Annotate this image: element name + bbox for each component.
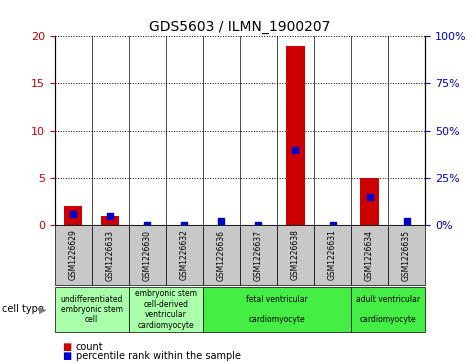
Text: GSM1226637: GSM1226637 [254,229,263,281]
Bar [166,225,203,285]
Text: GSM1226634: GSM1226634 [365,229,374,281]
Text: GSM1226632: GSM1226632 [180,229,189,281]
Point [403,219,410,224]
Text: ▶: ▶ [39,305,47,314]
Bar [101,216,120,225]
Bar [286,46,305,225]
Bar [129,287,203,332]
Bar [55,225,92,285]
Point [69,211,77,217]
Bar [64,206,83,225]
Bar [203,287,351,332]
Text: GSM1226631: GSM1226631 [328,229,337,281]
Text: fetal ventricular

cardiomyocyte: fetal ventricular cardiomyocyte [246,294,308,325]
Text: undifferentiated
embryonic stem
cell: undifferentiated embryonic stem cell [60,294,123,325]
Text: ■: ■ [62,351,71,362]
Text: ■: ■ [62,342,71,352]
Bar [240,225,277,285]
Bar [351,225,388,285]
Point [329,222,336,228]
Text: GSM1226635: GSM1226635 [402,229,411,281]
Bar [277,225,314,285]
Point [218,219,225,224]
Text: embryonic stem
cell-derived
ventricular
cardiomyocyte: embryonic stem cell-derived ventricular … [135,289,197,330]
Point [143,222,151,228]
Text: GSM1226638: GSM1226638 [291,229,300,281]
Title: GDS5603 / ILMN_1900207: GDS5603 / ILMN_1900207 [149,20,331,34]
Point [255,222,262,228]
Text: count: count [76,342,104,352]
Point [106,213,114,219]
Bar [55,287,129,332]
Point [180,222,188,228]
Bar [351,287,425,332]
Bar [129,225,166,285]
Bar [92,225,129,285]
Text: GSM1226633: GSM1226633 [106,229,114,281]
Bar [203,225,240,285]
Text: GSM1226630: GSM1226630 [143,229,152,281]
Text: percentile rank within the sample: percentile rank within the sample [76,351,241,362]
Text: cell type: cell type [2,305,44,314]
Point [292,147,299,152]
Bar [361,178,379,225]
Point [366,194,373,200]
Bar [388,225,425,285]
Text: adult ventricular

cardiomyocyte: adult ventricular cardiomyocyte [356,294,420,325]
Bar [314,225,351,285]
Text: GSM1226629: GSM1226629 [69,229,77,281]
Text: GSM1226636: GSM1226636 [217,229,226,281]
